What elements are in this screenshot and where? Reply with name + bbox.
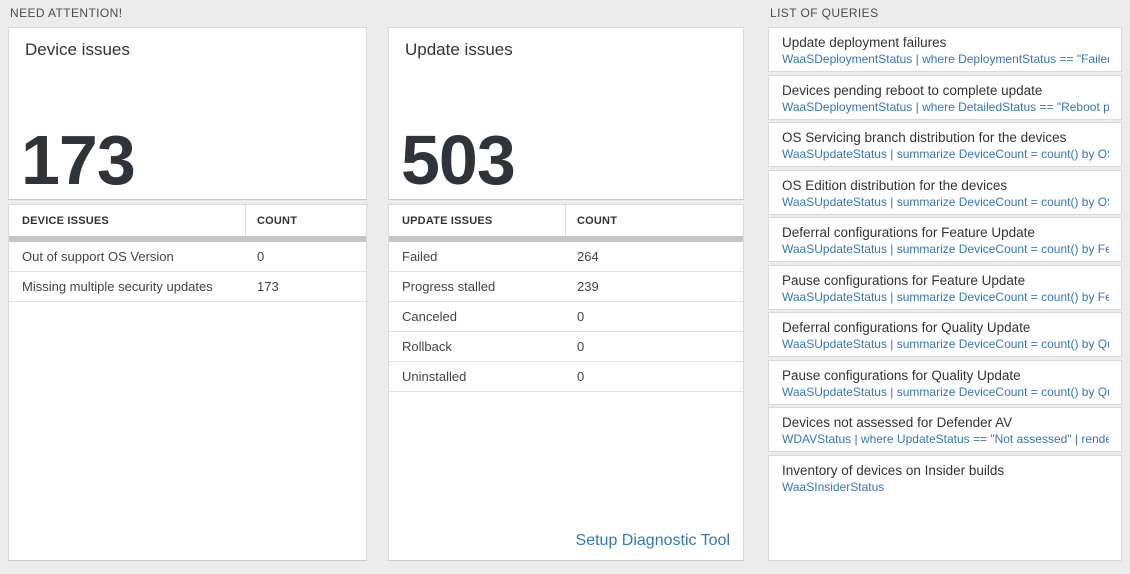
row-label: Missing multiple security updates (22, 279, 213, 294)
row-label: Out of support OS Version (22, 249, 174, 264)
query-text: WaaSUpdateStatus | summarize DeviceCount… (782, 385, 1109, 399)
list-of-queries-header: LIST OF QUERIES (770, 6, 879, 20)
column-divider (565, 205, 566, 236)
row-count: 264 (577, 249, 599, 264)
device-issues-title: Device issues (25, 40, 130, 59)
query-list-item[interactable]: Devices not assessed for Defender AV WDA… (768, 407, 1122, 452)
query-text: WaaSInsiderStatus (782, 480, 885, 494)
query-text: WaaSUpdateStatus | summarize DeviceCount… (782, 290, 1109, 304)
device-issues-table: DEVICE ISSUES COUNT Out of support OS Ve… (8, 204, 367, 561)
query-list-item[interactable]: OS Edition distribution for the devices … (768, 170, 1122, 215)
query-title: Update deployment failures (782, 35, 947, 50)
update-issues-title: Update issues (405, 40, 513, 59)
query-text: WaaSUpdateStatus | summarize DeviceCount… (782, 195, 1109, 209)
table-row[interactable]: Progress stalled 239 (389, 272, 743, 302)
query-title: Pause configurations for Feature Update (782, 273, 1026, 288)
row-label: Failed (402, 249, 438, 264)
query-list-item[interactable]: Inventory of devices on Insider builds W… (768, 455, 1122, 561)
row-count: 0 (577, 339, 585, 354)
row-count: 0 (257, 249, 265, 264)
setup-diagnostic-tool-link[interactable]: Setup Diagnostic Tool (575, 532, 730, 549)
query-title: Devices not assessed for Defender AV (782, 415, 1013, 430)
table-row[interactable]: Uninstalled 0 (389, 362, 743, 392)
query-list-item[interactable]: OS Servicing branch distribution for the… (768, 122, 1122, 167)
table-row[interactable]: Rollback 0 (389, 332, 743, 362)
query-title: OS Servicing branch distribution for the… (782, 130, 1067, 145)
need-attention-header: NEED ATTENTION! (10, 6, 123, 20)
query-title: Devices pending reboot to complete updat… (782, 83, 1043, 98)
row-label: Progress stalled (402, 279, 496, 294)
table-row[interactable]: Out of support OS Version 0 (9, 242, 366, 272)
device-issues-tile[interactable]: Device issues 173 (8, 27, 367, 200)
query-list-item[interactable]: Update deployment failures WaaSDeploymen… (768, 27, 1122, 72)
row-count: 239 (577, 279, 599, 294)
query-list-item[interactable]: Deferral configurations for Quality Upda… (768, 312, 1122, 357)
update-issues-table: UPDATE ISSUES COUNT Failed 264 Progress … (388, 204, 744, 561)
device-issues-count: 173 (21, 121, 136, 199)
query-title: Pause configurations for Quality Update (782, 368, 1021, 383)
row-label: Uninstalled (402, 369, 467, 384)
update-issues-tile[interactable]: Update issues 503 (388, 27, 744, 200)
query-list-item[interactable]: Pause configurations for Quality Update … (768, 360, 1122, 405)
query-list-item[interactable]: Pause configurations for Feature Update … (768, 265, 1122, 310)
update-issues-count: 503 (401, 121, 516, 199)
update-table-header-row: UPDATE ISSUES COUNT (389, 205, 743, 236)
update-issues-column-header: UPDATE ISSUES (402, 214, 493, 227)
query-title: Deferral configurations for Feature Upda… (782, 225, 1035, 240)
table-row[interactable]: Canceled 0 (389, 302, 743, 332)
query-title: OS Edition distribution for the devices (782, 178, 1008, 193)
query-title: Inventory of devices on Insider builds (782, 463, 1005, 478)
query-list-item[interactable]: Devices pending reboot to complete updat… (768, 75, 1122, 120)
row-count: 0 (577, 309, 585, 324)
query-title: Deferral configurations for Quality Upda… (782, 320, 1031, 335)
column-divider (245, 205, 246, 236)
query-text: WaaSDeploymentStatus | where DetailedSta… (782, 100, 1109, 114)
query-text: WaaSUpdateStatus | summarize DeviceCount… (782, 147, 1109, 161)
row-count: 173 (257, 279, 279, 294)
count-column-header: COUNT (577, 214, 618, 227)
query-text: WaaSUpdateStatus | summarize DeviceCount… (782, 242, 1109, 256)
count-column-header: COUNT (257, 214, 298, 227)
row-label: Canceled (402, 309, 457, 324)
header-separator-bar (9, 236, 366, 242)
table-row[interactable]: Failed 264 (389, 242, 743, 272)
table-row[interactable]: Missing multiple security updates 173 (9, 272, 366, 302)
row-label: Rollback (402, 339, 452, 354)
query-text: WDAVStatus | where UpdateStatus == "Not … (782, 432, 1109, 446)
row-count: 0 (577, 369, 585, 384)
header-separator-bar (389, 236, 743, 242)
query-list-item[interactable]: Deferral configurations for Feature Upda… (768, 217, 1122, 262)
query-text: WaaSUpdateStatus | summarize DeviceCount… (782, 337, 1109, 351)
query-text: WaaSDeploymentStatus | where DeploymentS… (782, 52, 1109, 66)
device-table-header-row: DEVICE ISSUES COUNT (9, 205, 366, 236)
device-issues-column-header: DEVICE ISSUES (22, 214, 109, 227)
